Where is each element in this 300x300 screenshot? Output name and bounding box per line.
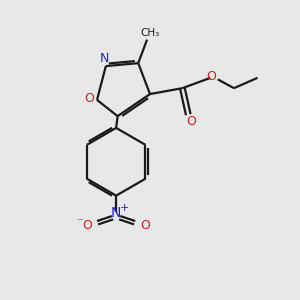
Text: O: O: [82, 219, 92, 232]
Text: O: O: [84, 92, 94, 105]
Text: CH₃: CH₃: [140, 28, 160, 38]
Text: O: O: [206, 70, 216, 83]
Text: ⁻: ⁻: [76, 216, 83, 229]
Text: O: O: [186, 115, 196, 128]
Text: +: +: [120, 203, 129, 213]
Text: N: N: [111, 206, 121, 220]
Text: O: O: [140, 219, 150, 232]
Text: N: N: [100, 52, 109, 65]
